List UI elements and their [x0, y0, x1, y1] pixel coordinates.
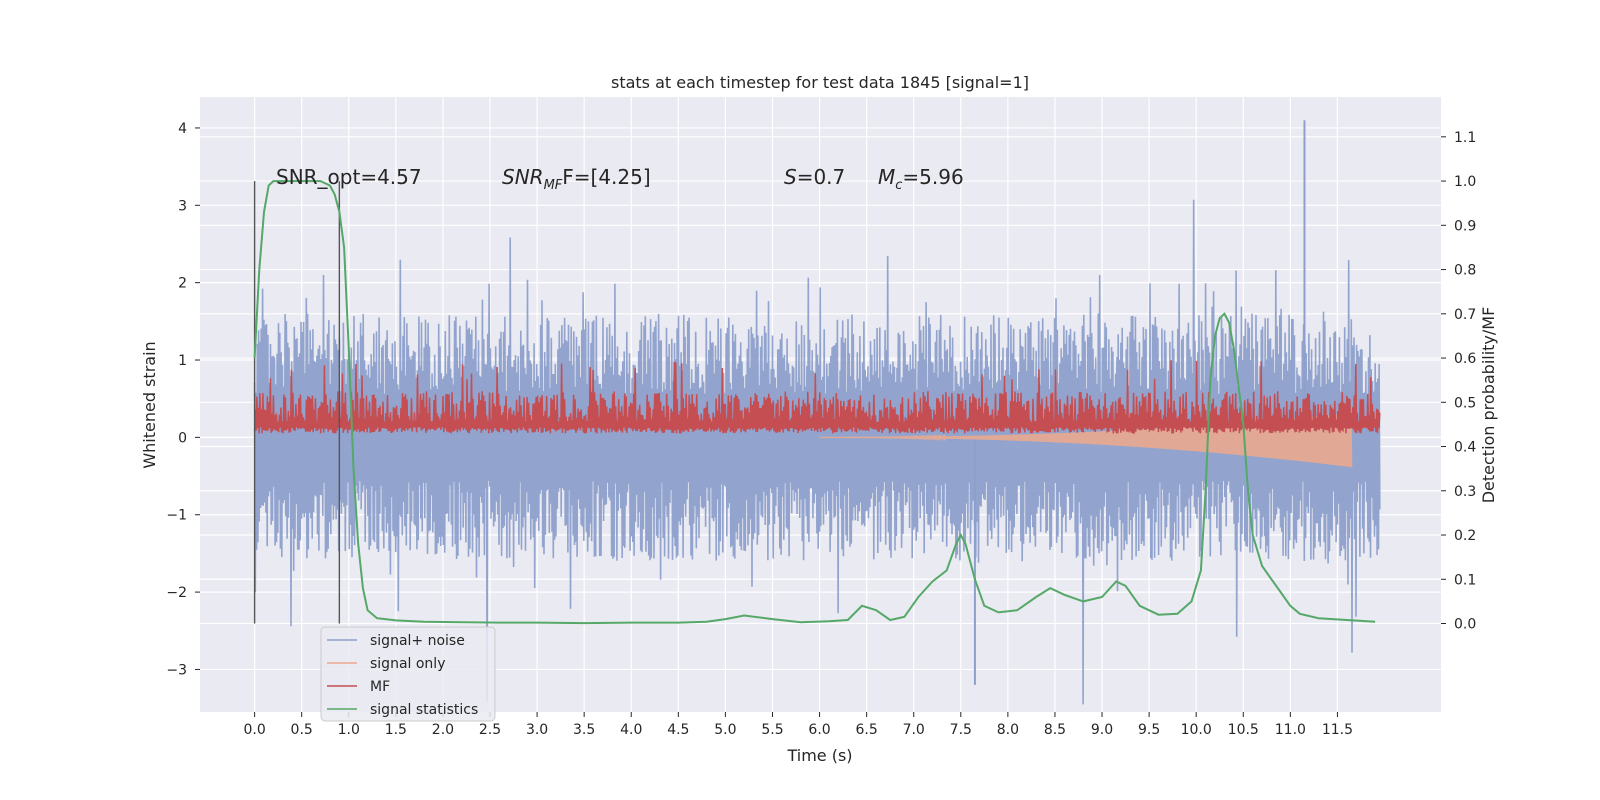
x-tick-label: 4.0 — [620, 722, 642, 738]
snr-mf-symbol: SNR — [502, 165, 544, 189]
signal-noise-trace — [253, 199, 1381, 705]
x-tick-label: 10.5 — [1228, 722, 1259, 738]
y-tick-label-right: 0.6 — [1454, 351, 1476, 367]
y-tick-label-right: 0.9 — [1454, 218, 1476, 234]
chirp-mass-symbol: M — [878, 165, 895, 189]
chirp-mass-annotation: Mc=5.96 — [878, 165, 964, 193]
data-layer — [253, 120, 1381, 705]
x-tick-label: 2.5 — [479, 722, 501, 738]
y-tick-label-right: 0.7 — [1454, 307, 1476, 323]
legend-label-signal-noise: signal+ noise — [370, 633, 465, 649]
y-tick-label-left: 3 — [178, 198, 187, 214]
y-tick-label-right: 1.1 — [1454, 130, 1476, 146]
mf-trace — [253, 360, 1381, 434]
x-tick-label: 3.0 — [526, 722, 548, 738]
y-tick-label-right: 0.3 — [1454, 484, 1476, 500]
legend-box — [320, 626, 496, 722]
y-tick-label-right: 0.4 — [1454, 440, 1476, 456]
y-tick-label-left: 1 — [178, 353, 187, 369]
x-tick-label: 6.5 — [856, 722, 878, 738]
x-tick-label: 3.5 — [573, 722, 595, 738]
snr-mf-subscript: MF — [544, 178, 563, 193]
legend-label-mf: MF — [370, 679, 390, 695]
y-tick-label-left: 2 — [178, 276, 187, 292]
chirp-mass-value: =5.96 — [902, 165, 963, 189]
axes-layer: 0.0 0.5 1.0 1.5 2.0 2.5 3.0 3.5 4.0 4.5 5.0 5.5 6.0 6… — [166, 121, 1476, 738]
snr-mf-annotation: SNRMFF=[4.25] — [502, 165, 651, 193]
x-tick-label: 0.0 — [243, 722, 265, 738]
spin-symbol: S — [784, 165, 797, 189]
y-tick-label-right: 0.1 — [1454, 572, 1476, 588]
x-tick-label: 1.0 — [338, 722, 360, 738]
y-tick-label-right: 0.8 — [1454, 263, 1476, 279]
legend: signal+ noise signal only MF signal stat… — [320, 626, 496, 722]
x-tick-label: 6.0 — [808, 722, 830, 738]
legend-label-signal-statistics: signal statistics — [370, 702, 478, 718]
x-tick-label: 1.5 — [385, 722, 407, 738]
y-axis-label-left: Whitened strain — [140, 341, 159, 468]
x-tick-label: 7.0 — [903, 722, 925, 738]
x-tick-label: 9.5 — [1138, 722, 1160, 738]
spin-value: =0.7 — [797, 165, 846, 189]
x-tick-label: 0.5 — [291, 722, 313, 738]
y-tick-label-left: −2 — [166, 585, 187, 601]
y-axis-label-right: Detection probability/MF — [1479, 307, 1498, 504]
y-tick-label-left: −3 — [166, 662, 187, 678]
signal-statistics-line — [253, 180, 1376, 625]
y-tick-label-right: 1.0 — [1454, 174, 1476, 190]
y-tick-label-left: −1 — [166, 508, 187, 524]
snr-mf-value: F=[4.25] — [562, 165, 650, 189]
y-tick-label-left: 0 — [178, 430, 187, 446]
x-tick-label: 5.0 — [714, 722, 736, 738]
x-tick-label: 11.0 — [1275, 722, 1306, 738]
x-tick-label: 8.5 — [1044, 722, 1066, 738]
y-tick-label-right: 0.2 — [1454, 528, 1476, 544]
signal-only-trace — [819, 413, 1353, 468]
x-tick-label: 9.0 — [1091, 722, 1113, 738]
x-tick-label: 4.5 — [667, 722, 689, 738]
y-tick-label-left: 4 — [178, 121, 187, 137]
spin-annotation: S=0.7 — [784, 165, 845, 189]
snr-opt-annotation: SNR_opt=4.57 — [276, 165, 422, 189]
x-tick-label: 7.5 — [950, 722, 972, 738]
x-tick-label: 2.0 — [432, 722, 454, 738]
x-axis-label: Time (s) — [786, 746, 852, 765]
chart-title: stats at each timestep for test data 184… — [611, 73, 1029, 92]
x-tick-label: 10.0 — [1181, 722, 1212, 738]
x-tick-label: 11.5 — [1322, 722, 1353, 738]
chirp-mass-subscript: c — [895, 178, 902, 193]
x-tick-label: 5.5 — [761, 722, 783, 738]
y-tick-label-right: 0.0 — [1454, 617, 1476, 633]
x-tick-label: 8.0 — [997, 722, 1019, 738]
legend-label-signal-only: signal only — [370, 656, 445, 672]
y-tick-label-right: 0.5 — [1454, 395, 1476, 411]
